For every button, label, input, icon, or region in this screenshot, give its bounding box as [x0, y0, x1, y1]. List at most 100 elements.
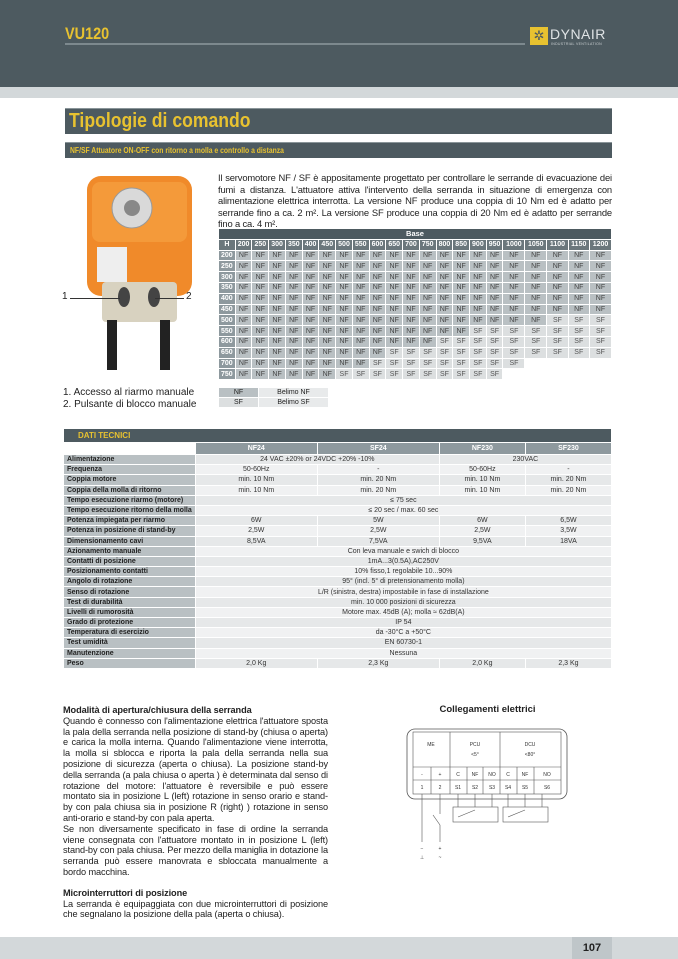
- grid-cell-sf: SF: [524, 346, 548, 359]
- tech-row: Potenza impiegata per riarmo 6W 5W 6W 6,5W: [63, 515, 613, 527]
- grid-row-header: 350: [218, 281, 236, 294]
- diagram-title: Collegamenti elettrici: [439, 704, 536, 715]
- tech-row: Manutenzione Nessuna: [63, 647, 613, 659]
- grid-cell-sf: SF: [402, 368, 420, 381]
- grid-cell-nf: NF: [502, 303, 526, 316]
- grid-cell-nf: NF: [234, 325, 253, 337]
- grid-title: Base: [218, 228, 612, 240]
- grid-cell-nf: NF: [368, 281, 387, 294]
- grid-cell-sf: SF: [435, 346, 454, 359]
- heading-microswitches: Microinterruttori di posizione: [63, 887, 188, 898]
- grid-cell-nf: NF: [251, 249, 270, 262]
- grid-cell-nf: NF: [485, 271, 504, 283]
- tech-value: 2,3 Kg: [316, 657, 440, 669]
- grid-cell-sf: SF: [588, 314, 613, 327]
- grid-cell-nf: NF: [418, 335, 437, 348]
- grid-cell-empty: [502, 368, 526, 381]
- tech-row: Livelli di rumorosità Motore max. 45dB (A…: [63, 606, 613, 619]
- grid-cell-nf: NF: [452, 325, 471, 337]
- tech-row-label: Potenza in posizione di stand-by: [63, 525, 196, 537]
- grid-cell-nf: NF: [485, 314, 504, 327]
- grid-cell-nf: NF: [469, 303, 487, 316]
- grid-cell-nf: NF: [234, 271, 253, 283]
- grid-column-header: 900: [469, 238, 487, 251]
- ground-symbol: ⊥: [420, 855, 424, 860]
- grid-cell-nf: NF: [318, 346, 337, 359]
- grid-column-header: 200: [234, 238, 253, 251]
- grid-cell-nf: NF: [335, 335, 353, 348]
- grid-cell-nf: NF: [318, 271, 337, 283]
- tech-row-label: Temperatura di esercizio: [63, 627, 196, 639]
- grid-cell-nf: NF: [385, 303, 404, 316]
- grid-row-header: 300: [218, 271, 236, 283]
- grid-cell-nf: NF: [402, 314, 420, 327]
- grid-cell-nf: NF: [567, 303, 590, 316]
- grid-cell-nf: NF: [284, 281, 303, 294]
- grid-cell-sf: SF: [546, 335, 569, 348]
- grid-cell-nf: NF: [251, 357, 270, 370]
- grid-cell-nf: NF: [301, 357, 320, 370]
- grid-cell-sf: SF: [335, 368, 353, 381]
- grid-row: 300 NF NF NF NF NF NF NF NF NF NF NF NF NF NF NF NF NF NF N…: [218, 271, 613, 283]
- grid-cell-nf: NF: [502, 292, 526, 305]
- tech-value: Con leva manuale e swich di blocco: [194, 545, 613, 557]
- tech-value: min. 20 Nm: [316, 474, 440, 486]
- grid-cell-sf: SF: [368, 368, 387, 381]
- grid-column-header: 1150: [567, 238, 590, 251]
- grid-cell-nf: NF: [402, 325, 420, 337]
- grid-cell-nf: NF: [251, 281, 270, 294]
- grid-cell-nf: NF: [268, 335, 286, 348]
- grid-cell-sf: SF: [418, 368, 437, 381]
- tech-row-label: Coppia motore: [63, 474, 196, 486]
- grid-cell-nf: NF: [251, 303, 270, 316]
- legend-row: NF Belimo NF: [218, 387, 329, 398]
- grid-cell-nf: NF: [335, 260, 353, 273]
- grid-cell-nf: NF: [546, 249, 569, 262]
- grid-cell-nf: NF: [268, 260, 286, 273]
- grid-cell-nf: NF: [335, 357, 353, 370]
- grid-cell-sf: SF: [546, 314, 569, 327]
- grid-row-header: 750: [218, 368, 236, 381]
- tech-value: da -30°C a +50°C: [194, 627, 613, 639]
- callout-notes: 1. Accesso al riarmo manuale 2. Pulsante…: [63, 387, 196, 410]
- grid-cell-nf: NF: [524, 292, 548, 305]
- grid-cell-sf: SF: [385, 357, 404, 370]
- grid-cell-nf: NF: [546, 303, 569, 316]
- terminal-group-sub: <5°: [471, 752, 479, 758]
- terminal-label: NF: [472, 772, 479, 778]
- grid-cell-nf: NF: [268, 271, 286, 283]
- grid-cell-nf: NF: [301, 249, 320, 262]
- grid-cell-nf: NF: [284, 357, 303, 370]
- grid-cell-nf: NF: [318, 314, 337, 327]
- grid-cell-nf: NF: [588, 271, 613, 283]
- grid-cell-nf: NF: [567, 292, 590, 305]
- terminal-group-label: DCU: [525, 742, 536, 748]
- grid-cell-nf: NF: [385, 271, 404, 283]
- grid-cell-nf: NF: [351, 335, 370, 348]
- grid-cell-nf: NF: [502, 314, 526, 327]
- grid-cell-nf: NF: [335, 281, 353, 294]
- grid-cell-nf: NF: [351, 357, 370, 370]
- callout-1: 1: [62, 291, 68, 302]
- grid-cell-nf: NF: [546, 281, 569, 294]
- grid-cell-nf: NF: [435, 325, 454, 337]
- grid-cell-nf: NF: [335, 271, 353, 283]
- grid-cell-nf: NF: [284, 271, 303, 283]
- grid-cell-nf: NF: [469, 260, 487, 273]
- tech-value: EN 60730-1: [194, 637, 613, 649]
- tech-value: 95° (incl. 5° di pretensionamento molla): [194, 576, 613, 588]
- note-2: 2. Pulsante di blocco manuale: [63, 398, 197, 410]
- grid-cell-nf: NF: [301, 281, 320, 294]
- grid-header-row: H 200 250 300 350 400 450 500 550 600 650 700 750 800…: [218, 238, 613, 251]
- grid-cell-nf: NF: [485, 249, 504, 262]
- grid-row-header: 400: [218, 292, 236, 305]
- callout-line-2: [155, 298, 184, 299]
- grid-cell-nf: NF: [452, 271, 471, 283]
- grid-cell-sf: SF: [485, 346, 504, 359]
- grid-column-header: 1100: [546, 238, 569, 251]
- tech-row: Tempo esecuzione ritorno della molla ≤ 20…: [63, 504, 613, 517]
- description: Il servomotore NF / SF è appositamente p…: [218, 172, 612, 230]
- grid-cell-sf: SF: [452, 346, 471, 359]
- grid-column-header: 1050: [524, 238, 548, 251]
- section-title: Tipologie di comando: [69, 110, 251, 132]
